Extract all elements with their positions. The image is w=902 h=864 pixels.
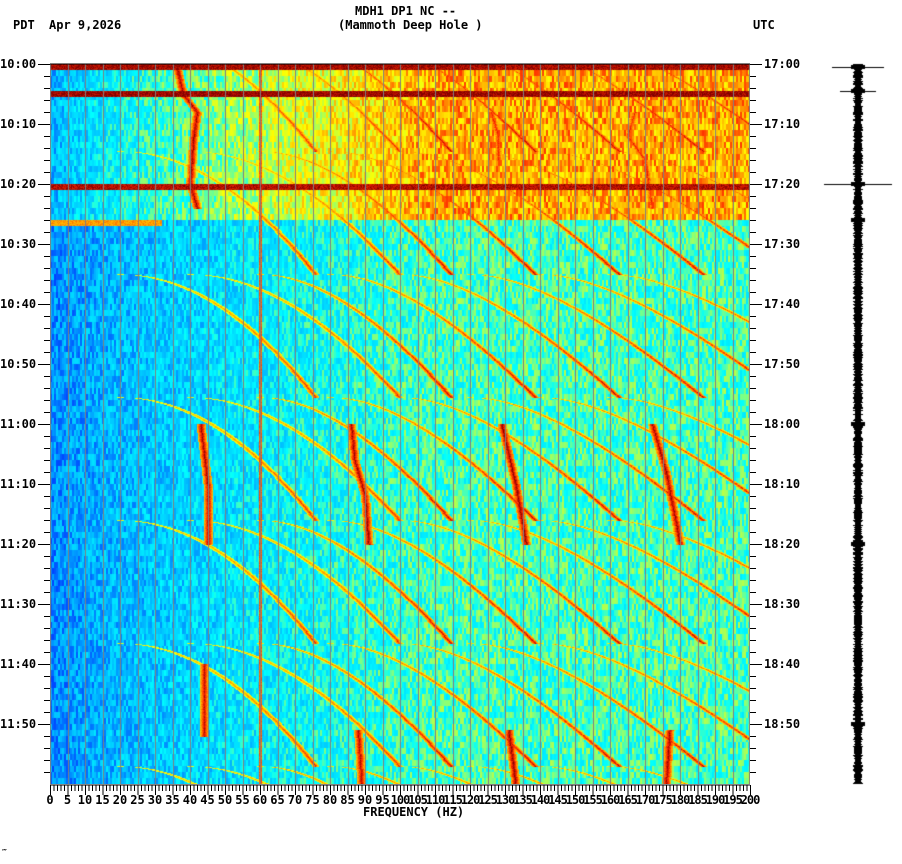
x-tick-label: 120 [460, 793, 481, 807]
y-tick-label-right: 17:30 [764, 237, 801, 251]
y-tick-label-left: 11:50 [0, 717, 37, 731]
y-tick-label-right: 18:40 [764, 657, 801, 671]
x-tick-label: 105 [408, 793, 428, 807]
x-tick-label: 65 [270, 793, 285, 807]
y-tick-label-left: 10:00 [0, 57, 37, 71]
left-timezone-label: PDT [13, 18, 35, 32]
x-tick-label: 165 [618, 793, 638, 807]
y-tick-label-left: 10:40 [0, 297, 37, 311]
station-title: MDH1 DP1 NC -- [355, 4, 457, 18]
x-tick-label: 115 [443, 793, 463, 807]
y-tick-label-left: 10:50 [0, 357, 37, 371]
x-tick-label: 90 [357, 793, 373, 807]
x-tick-label: 185 [688, 793, 708, 807]
spectrogram-plot [50, 64, 750, 784]
y-tick-label-right: 18:30 [764, 597, 801, 611]
x-tick-label: 170 [635, 793, 656, 807]
y-tick-label-left: 10:20 [0, 177, 37, 191]
x-tick-label: 195 [723, 793, 743, 807]
x-tick-label: 80 [322, 793, 338, 807]
x-tick-label: 0 [46, 793, 54, 807]
x-tick-label: 130 [495, 793, 516, 807]
x-tick-label: 70 [287, 793, 303, 807]
x-tick-label: 15 [95, 793, 110, 807]
x-tick-label: 200 [740, 793, 761, 807]
y-tick-label-right: 17:10 [764, 117, 801, 131]
y-tick-label-right: 17:40 [764, 297, 801, 311]
x-tick-label: 180 [670, 793, 691, 807]
x-tick-label: 95 [375, 793, 390, 807]
x-axis-title: FREQUENCY (HZ) [363, 805, 465, 819]
y-tick-label-right: 18:20 [764, 537, 801, 551]
x-tick-label: 10 [77, 793, 93, 807]
y-tick-label-right: 17:00 [764, 57, 801, 71]
y-tick-label-right: 17:50 [764, 357, 801, 371]
x-tick-label: 40 [182, 793, 198, 807]
x-tick-label: 30 [147, 793, 163, 807]
y-tick-label-left: 11:40 [0, 657, 37, 671]
y-tick-label-left: 11:10 [0, 477, 37, 491]
footer-mark: ‴ [2, 848, 7, 857]
x-tick-label: 60 [252, 793, 268, 807]
date-label: Apr 9,2026 [49, 18, 122, 32]
x-tick-label: 160 [600, 793, 621, 807]
x-tick-label: 35 [165, 793, 180, 807]
x-tick-label: 175 [653, 793, 673, 807]
x-tick-label: 100 [390, 793, 411, 807]
x-tick-label: 85 [340, 793, 355, 807]
y-tick-label-right: 18:10 [764, 477, 801, 491]
y-tick-label-right: 18:00 [764, 417, 801, 431]
right-timezone-label: UTC [753, 18, 775, 32]
station-location: (Mammoth Deep Hole ) [338, 18, 483, 32]
x-tick-label: 150 [565, 793, 586, 807]
x-tick-label: 25 [130, 793, 145, 807]
x-tick-label: 135 [513, 793, 533, 807]
x-tick-label: 190 [705, 793, 726, 807]
x-tick-label: 50 [217, 793, 233, 807]
y-tick-label-left: 10:10 [0, 117, 37, 131]
x-tick-label: 75 [305, 793, 320, 807]
x-tick-label: 5 [63, 793, 72, 807]
x-tick-label: 145 [548, 793, 568, 807]
y-tick-label-left: 11:00 [0, 417, 37, 431]
x-tick-label: 110 [425, 793, 446, 807]
y-tick-label-right: 17:20 [764, 177, 801, 191]
x-tick-label: 20 [112, 793, 128, 807]
x-tick-label: 55 [235, 793, 250, 807]
x-tick-label: 125 [478, 793, 498, 807]
x-tick-label: 155 [583, 793, 603, 807]
y-tick-label-right: 18:50 [764, 717, 801, 731]
y-tick-label-left: 11:30 [0, 597, 37, 611]
x-tick-label: 140 [530, 793, 551, 807]
y-tick-label-left: 11:20 [0, 537, 37, 551]
y-tick-label-left: 10:30 [0, 237, 37, 251]
x-tick-label: 45 [200, 793, 215, 807]
seismogram-trace [810, 60, 900, 790]
